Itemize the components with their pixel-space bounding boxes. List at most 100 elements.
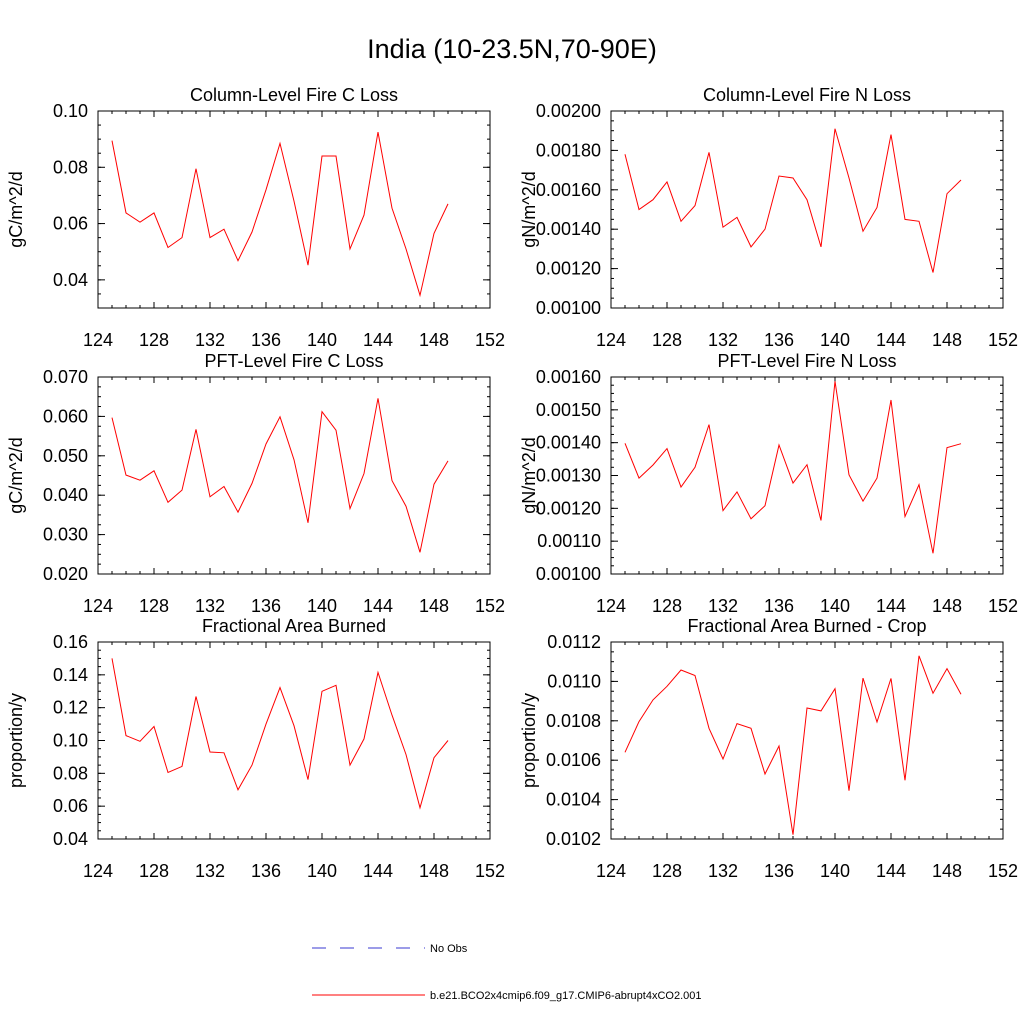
x-tick-label: 136 [251, 861, 281, 881]
chart-panel-2: Column-Level Fire N Loss gN/m^2/d 124 128 13… [519, 85, 1018, 350]
x-tick-label: 128 [652, 596, 682, 616]
x-tick-label: 152 [988, 596, 1018, 616]
y-tick-label: 0.030 [43, 525, 88, 545]
plot-frame [97, 641, 491, 840]
x-tick-label: 140 [307, 330, 337, 350]
y-tick-label: 0.00140 [536, 219, 601, 239]
legend: No Obs b.e21.BCO2x4cmip6.f09_g17.CMIP6-a… [312, 943, 702, 1002]
x-tick-label: 148 [419, 861, 449, 881]
series-line [624, 128, 962, 273]
chart-panel-5: Fractional Area Burned proportion/y 124 128… [6, 616, 505, 881]
chart-panel-3: PFT-Level Fire C Loss gC/m^2/d 124 128 132 13… [6, 351, 505, 616]
y-tick-label: 0.00110 [537, 531, 601, 551]
y-tick-label: 0.00200 [536, 101, 601, 121]
y-tick-label: 0.00100 [536, 298, 601, 318]
x-tick-label: 140 [307, 596, 337, 616]
y-tick-label: 0.00160 [536, 180, 601, 200]
x-tick-label: 136 [764, 596, 794, 616]
legend-label-model: b.e21.BCO2x4cmip6.f09_g17.CMIP6-abrupt4x… [430, 990, 702, 1002]
y-tick-label: 0.04 [53, 829, 88, 849]
x-tick-label: 144 [363, 861, 393, 881]
figure-title: India (10-23.5N,70-90E) [367, 34, 657, 64]
y-tick-label: 0.0102 [546, 829, 601, 849]
y-tick-label: 0.00130 [536, 466, 601, 486]
y-tick-label: 0.0106 [546, 750, 601, 770]
y-tick-label: 0.00150 [536, 400, 601, 420]
y-axis-label: gN/m^2/d [519, 171, 539, 247]
x-tick-label: 148 [932, 861, 962, 881]
y-tick-label: 0.00120 [536, 498, 601, 518]
chart-title: PFT-Level Fire C Loss [204, 351, 383, 371]
x-tick-label: 128 [139, 596, 169, 616]
x-tick-label: 140 [820, 861, 850, 881]
y-tick-label: 0.00140 [536, 433, 601, 453]
x-tick-label: 140 [820, 330, 850, 350]
x-tick-label: 140 [820, 596, 850, 616]
chart-panel-4: PFT-Level Fire N Loss gN/m^2/d 124 128 132 13… [519, 351, 1018, 616]
x-tick-label: 152 [475, 330, 505, 350]
x-tick-label: 148 [932, 596, 962, 616]
x-tick-label: 132 [195, 330, 225, 350]
plot-frame [610, 376, 1004, 575]
chart-panels: Column-Level Fire C Loss gC/m^2/d 124 128 13… [6, 85, 1018, 881]
x-tick-label: 124 [83, 330, 113, 350]
y-tick-label: 0.06 [53, 796, 88, 816]
y-tick-label: 0.00160 [536, 367, 601, 387]
x-tick-label: 128 [652, 330, 682, 350]
x-tick-label: 136 [764, 861, 794, 881]
y-tick-label: 0.08 [53, 157, 88, 177]
series-line [624, 381, 962, 554]
x-tick-label: 132 [195, 861, 225, 881]
x-tick-label: 144 [876, 596, 906, 616]
x-tick-label: 144 [363, 596, 393, 616]
x-tick-label: 144 [876, 330, 906, 350]
y-tick-label: 0.10 [53, 101, 88, 121]
y-axis-label: proportion/y [519, 693, 539, 788]
y-tick-label: 0.020 [43, 564, 88, 584]
x-tick-label: 128 [139, 861, 169, 881]
y-tick-label: 0.00120 [536, 259, 601, 279]
y-tick-label: 0.10 [53, 731, 88, 751]
x-tick-label: 132 [708, 861, 738, 881]
x-tick-label: 144 [876, 861, 906, 881]
x-tick-label: 132 [195, 596, 225, 616]
x-tick-label: 124 [596, 330, 626, 350]
y-tick-label: 0.0110 [547, 671, 601, 691]
x-tick-label: 124 [596, 861, 626, 881]
y-tick-label: 0.12 [53, 698, 88, 718]
chart-title: Fractional Area Burned - Crop [687, 616, 926, 636]
chart-panel-6: Fractional Area Burned - Crop proportion/… [519, 616, 1018, 881]
x-tick-label: 128 [652, 861, 682, 881]
y-axis-label: gC/m^2/d [6, 437, 26, 513]
y-axis-label: gN/m^2/d [519, 437, 539, 513]
x-tick-label: 152 [988, 861, 1018, 881]
x-tick-label: 152 [475, 861, 505, 881]
y-tick-label: 0.0104 [546, 790, 601, 810]
plot-frame [97, 110, 491, 309]
x-tick-label: 124 [83, 596, 113, 616]
x-tick-label: 132 [708, 596, 738, 616]
chart-title: PFT-Level Fire N Loss [717, 351, 896, 371]
x-tick-label: 124 [596, 596, 626, 616]
x-tick-label: 152 [475, 596, 505, 616]
x-tick-label: 136 [764, 330, 794, 350]
y-tick-label: 0.14 [53, 665, 88, 685]
y-axis-label: gC/m^2/d [6, 171, 26, 247]
chart-title: Fractional Area Burned [202, 616, 386, 636]
series-line [111, 398, 449, 553]
plot-frame [610, 641, 1004, 840]
x-tick-label: 136 [251, 330, 281, 350]
y-axis-label: proportion/y [6, 693, 26, 788]
y-tick-label: 0.06 [53, 214, 88, 234]
x-tick-label: 132 [708, 330, 738, 350]
y-tick-label: 0.0108 [546, 711, 601, 731]
x-tick-label: 148 [419, 330, 449, 350]
y-tick-label: 0.060 [43, 406, 88, 426]
y-tick-label: 0.040 [43, 485, 88, 505]
plot-frame [97, 376, 491, 575]
series-line [111, 658, 449, 810]
x-tick-label: 144 [363, 330, 393, 350]
y-tick-label: 0.00100 [536, 564, 601, 584]
y-tick-label: 0.00180 [536, 140, 601, 160]
